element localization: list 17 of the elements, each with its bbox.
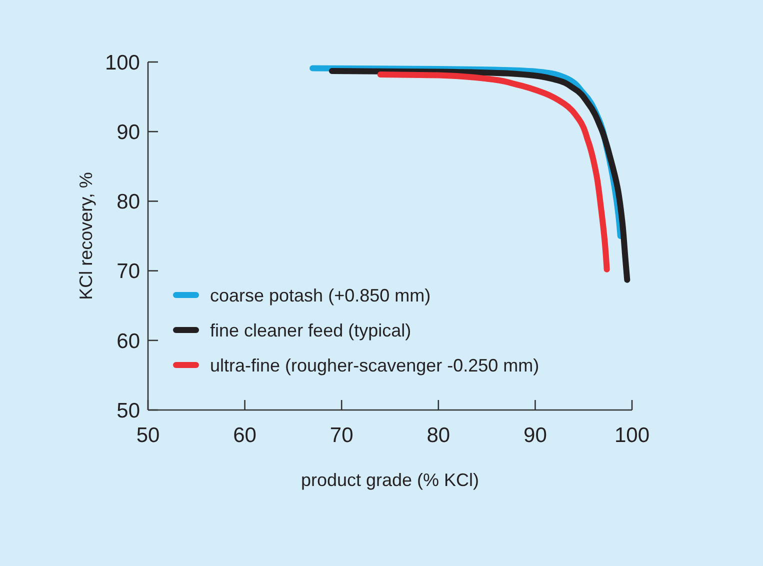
- legend-label: ultra-fine (rougher-scavenger -0.250 mm): [210, 355, 540, 376]
- y-tick-label: 100: [104, 51, 140, 74]
- y-tick-label: 70: [116, 260, 140, 284]
- x-tick-label: 50: [136, 424, 160, 447]
- y-tick-label: 90: [116, 120, 140, 144]
- legend-label: coarse potash (+0.850 mm): [210, 285, 431, 306]
- y-tick-label: 60: [116, 330, 140, 353]
- x-tick-label: 90: [524, 424, 547, 447]
- y-axis-title: KCl recovery, %: [76, 172, 96, 300]
- x-tick-label: 80: [426, 424, 450, 447]
- y-tick-label: 50: [116, 399, 140, 422]
- legend-label: fine cleaner feed (typical): [210, 320, 412, 340]
- x-tick-label: 70: [330, 424, 354, 447]
- x-tick-label: 60: [233, 424, 256, 447]
- x-tick-label: 100: [614, 424, 650, 447]
- y-tick-label: 80: [116, 190, 140, 214]
- x-axis-title: product grade (% KCl): [300, 470, 480, 490]
